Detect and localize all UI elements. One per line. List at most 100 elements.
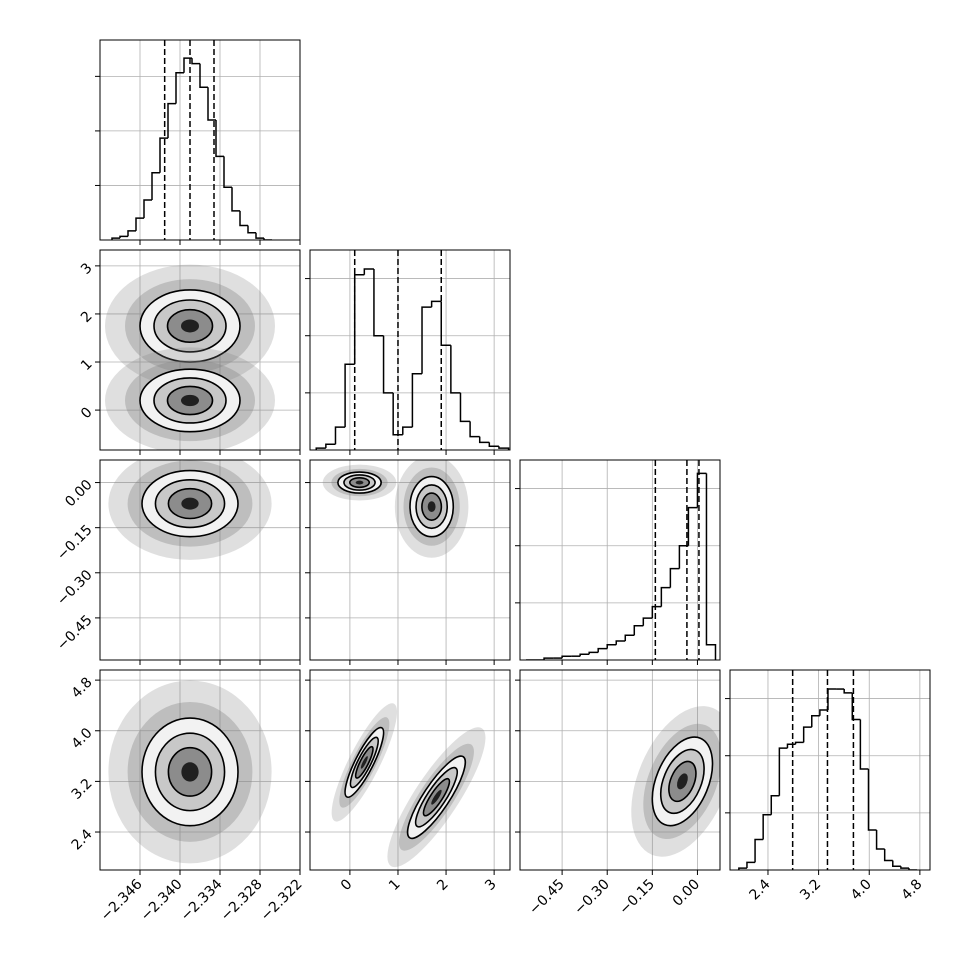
panel <box>100 250 300 450</box>
hist-step <box>488 442 499 447</box>
hist-step <box>770 794 780 815</box>
hist-step <box>119 235 128 239</box>
hist-step <box>754 838 764 863</box>
hist-step <box>892 860 901 867</box>
contour <box>181 762 199 782</box>
hist-step <box>827 688 837 710</box>
panel <box>730 670 930 870</box>
contour <box>427 501 436 513</box>
y-tick-label: −0.15 <box>54 522 96 564</box>
contour <box>181 497 199 510</box>
hist-step <box>738 867 747 870</box>
contour <box>355 480 364 485</box>
hist-step <box>255 232 264 239</box>
y-tick-label: −0.30 <box>54 567 96 609</box>
hist-step <box>746 861 756 869</box>
hist-step <box>786 743 796 749</box>
hist-step <box>215 120 224 158</box>
panel <box>520 460 720 660</box>
x-tick-label: −2.334 <box>178 876 226 924</box>
y-tick-label: 2.4 <box>69 826 96 853</box>
hist-step <box>231 187 240 212</box>
hist-step <box>430 300 442 308</box>
y-tick-label: 1 <box>78 356 96 374</box>
hist-step <box>802 726 812 743</box>
hist-step <box>851 692 861 721</box>
hist-step <box>135 217 144 231</box>
panel <box>310 250 510 450</box>
hist-step <box>247 225 256 234</box>
hist-step <box>334 426 346 445</box>
hist-step <box>183 57 192 73</box>
y-tick-label: −0.45 <box>54 612 96 654</box>
hist-step <box>175 71 184 104</box>
hist-step <box>696 472 707 508</box>
panel <box>100 40 300 240</box>
contour <box>181 319 199 333</box>
panel-border <box>99 669 301 871</box>
panel <box>520 670 720 870</box>
hist-step <box>382 335 394 394</box>
panel-border <box>729 669 931 871</box>
hist-step <box>819 709 828 716</box>
hist-step <box>199 63 208 89</box>
hist-step <box>883 849 893 862</box>
x-tick-label: 0 <box>338 876 356 894</box>
hist-step <box>373 269 384 337</box>
x-tick-label: 2 <box>434 876 452 894</box>
hist-step <box>867 769 877 831</box>
hist-step <box>207 87 216 121</box>
hist-step <box>411 373 423 428</box>
y-tick-label: 4.0 <box>69 725 96 752</box>
hist-step <box>111 237 120 240</box>
x-tick-label: −0.45 <box>526 876 568 918</box>
panel-border <box>99 249 301 451</box>
hist-step <box>678 544 689 569</box>
hist-step <box>615 640 626 645</box>
hist-step <box>579 653 590 657</box>
hist-step <box>660 586 671 607</box>
x-tick-label: 4.8 <box>898 876 925 903</box>
contour <box>676 773 688 790</box>
panel <box>310 670 510 870</box>
hist-step <box>597 647 608 653</box>
y-tick-label: 0 <box>78 404 96 422</box>
y-tick-label: 2 <box>78 308 96 326</box>
hist-step <box>421 306 432 374</box>
hist-step <box>624 634 635 641</box>
panel <box>100 670 300 870</box>
hist-step <box>908 868 918 870</box>
panel <box>310 460 510 660</box>
hist-step <box>478 436 490 444</box>
x-tick-label: −0.30 <box>571 876 613 918</box>
x-tick-label: 1 <box>386 876 404 894</box>
x-tick-label: 3.2 <box>797 876 824 903</box>
x-tick-label: −2.328 <box>218 876 266 924</box>
y-tick-label: 3 <box>78 260 96 278</box>
hist-step <box>167 102 176 139</box>
hist-step <box>151 171 160 200</box>
panel <box>100 460 300 660</box>
hist-step <box>669 567 680 588</box>
x-tick-label: 3 <box>482 876 500 894</box>
hist-step <box>687 506 698 546</box>
hist-step <box>651 605 662 619</box>
hist-step <box>588 651 599 655</box>
hist-step <box>875 830 885 850</box>
x-tick-label: 0.00 <box>670 876 703 909</box>
y-tick-label: 0.00 <box>62 477 95 510</box>
contour <box>360 756 368 769</box>
x-tick-label: 4.0 <box>848 876 875 903</box>
panel-border <box>99 39 301 241</box>
hist-step <box>344 363 355 428</box>
hist-step <box>363 268 374 275</box>
hist-step <box>392 392 403 436</box>
hist-step <box>263 238 272 240</box>
hist-step <box>315 447 326 450</box>
hist-step <box>239 210 248 227</box>
hist-step <box>459 392 471 423</box>
y-tick-label: 3.2 <box>69 776 96 803</box>
y-tick-label: 4.8 <box>69 674 96 701</box>
hist-step <box>642 617 653 626</box>
hist-step <box>543 657 554 660</box>
